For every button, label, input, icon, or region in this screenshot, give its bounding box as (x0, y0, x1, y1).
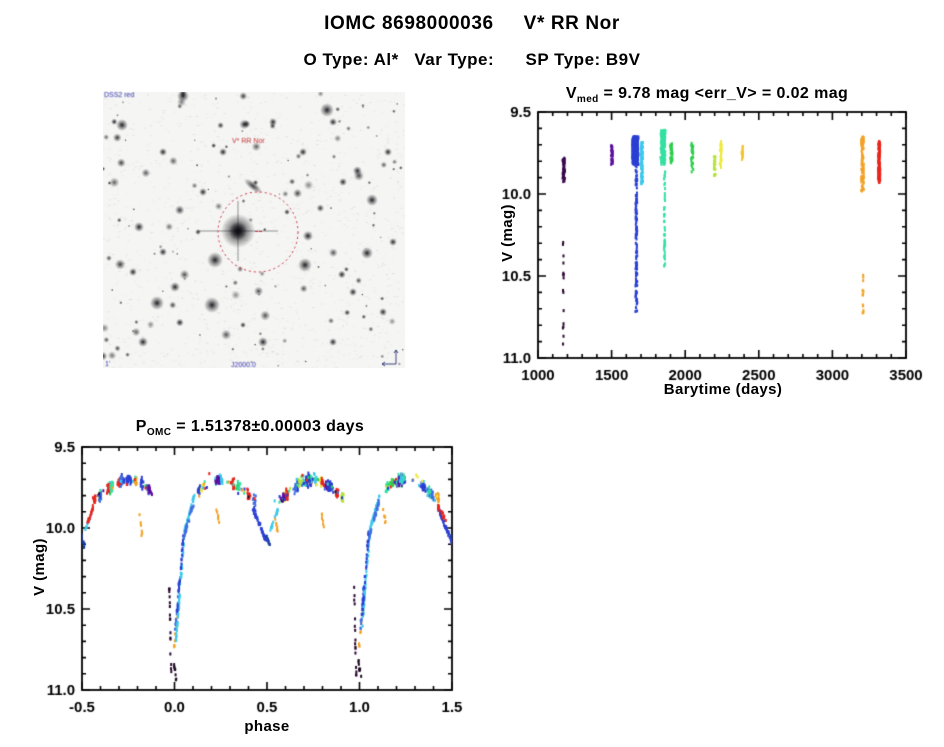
finding-chart-scale-label: 1' (105, 361, 111, 368)
period-subscript: OMC (146, 427, 172, 439)
phase-plot-title: POMC = 1.51378±0.00003 days (30, 418, 470, 438)
vmed-symbol: V (565, 85, 577, 102)
time-lightcurve-plot (470, 100, 944, 400)
period-value-text: = 1.51378±0.00003 days (171, 418, 365, 435)
time-plot-title: Vmed = 9.78 mag <err_V> = 0.02 mag (470, 85, 944, 105)
phase-lightcurve-plot (30, 435, 470, 715)
catalog-id: IOMC 8698000036 (324, 13, 494, 34)
finding-chart-image (103, 92, 405, 368)
target-name: V* RR Nor (523, 13, 620, 34)
phase-plot-xlabel: phase (244, 718, 290, 735)
time-plot-ylabel: V (mag) (499, 204, 516, 262)
phase-plot-ylabel: V (mag) (31, 538, 48, 596)
vmed-value-text: = 9.78 mag <err_V> = 0.02 mag (598, 85, 849, 102)
finding-chart-target-label: V* RR Nor (232, 138, 265, 145)
finding-chart-coords-label: J2000.0 (231, 362, 256, 369)
period-symbol: P (135, 418, 147, 435)
finding-chart-survey-label: DSS2 red (104, 92, 135, 99)
page-subtitle: O Type: Al* Var Type: SP Type: B9V (303, 50, 641, 69)
time-plot-xlabel: Barytime (days) (663, 381, 783, 398)
page-title: IOMC 8698000036 V* RR Nor (0, 13, 944, 35)
vmed-subscript: med (577, 94, 599, 105)
